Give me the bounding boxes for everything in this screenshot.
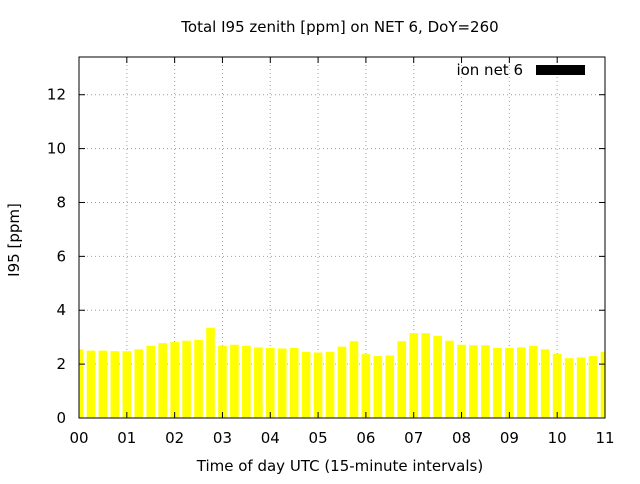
bar (230, 344, 239, 418)
bar (409, 333, 419, 418)
bar (301, 351, 311, 418)
bar (517, 347, 526, 418)
y-tick-label: 2 (56, 355, 66, 373)
x-tick-label: 07 (404, 429, 423, 447)
legend: ion net 6 (456, 61, 585, 79)
bar (373, 356, 383, 418)
bar (254, 347, 263, 418)
x-tick-label: 04 (261, 429, 280, 447)
bar (325, 351, 335, 418)
bar (588, 356, 598, 418)
y-tick-label: 8 (56, 193, 66, 211)
bar (182, 340, 191, 418)
legend-label: ion net 6 (456, 61, 523, 79)
bar (79, 349, 84, 418)
bar (170, 342, 179, 418)
bar (397, 341, 407, 418)
y-axis-label: I95 [ppm] (5, 203, 23, 277)
bar (564, 358, 574, 418)
bar (349, 341, 359, 418)
y-tick-label: 4 (56, 301, 66, 319)
bar (361, 354, 371, 418)
y-tick-label: 6 (56, 247, 66, 265)
bar (493, 347, 502, 418)
x-tick-label: 05 (309, 429, 328, 447)
bar (242, 345, 251, 418)
bar (146, 345, 156, 418)
bar (433, 335, 442, 418)
y-tick-label: 12 (47, 86, 66, 104)
bar (337, 346, 347, 418)
bar (158, 343, 167, 418)
bar (528, 345, 538, 418)
bar (98, 350, 108, 418)
x-tick-label: 09 (500, 429, 519, 447)
chart-title: Total I95 zenith [ppm] on NET 6, DoY=260 (180, 18, 498, 36)
bar (313, 352, 323, 418)
x-tick-label: 10 (548, 429, 567, 447)
x-tick-label: 03 (213, 429, 232, 447)
bar (194, 339, 203, 418)
bar (218, 345, 227, 418)
legend-swatch (536, 65, 585, 75)
bar (385, 355, 395, 418)
bar (110, 351, 120, 418)
bar (421, 333, 430, 418)
bar (600, 351, 605, 418)
bar (457, 344, 466, 418)
x-tick-label: 00 (69, 429, 88, 447)
bars (79, 327, 605, 418)
bar (134, 349, 144, 418)
x-tick-label: 02 (165, 429, 184, 447)
bar (481, 345, 490, 418)
bar (86, 350, 96, 418)
bar (552, 353, 562, 418)
y-tick-label: 0 (56, 409, 66, 427)
x-tick-label: 06 (356, 429, 375, 447)
bar (122, 351, 132, 418)
plot-frame (78, 56, 606, 419)
bar (469, 345, 478, 418)
bar (206, 327, 215, 418)
bar (505, 347, 514, 418)
bar (289, 347, 299, 418)
x-tick-label: 01 (117, 429, 136, 447)
y-tick-label: 10 (47, 140, 66, 158)
x-tick-label: 11 (595, 429, 614, 447)
bar (576, 357, 586, 418)
bar (540, 349, 550, 418)
bar (265, 347, 275, 418)
x-tick-label: 08 (452, 429, 471, 447)
x-axis-label: Time of day UTC (15-minute intervals) (196, 457, 483, 475)
bar (277, 348, 287, 418)
bar (445, 340, 454, 418)
